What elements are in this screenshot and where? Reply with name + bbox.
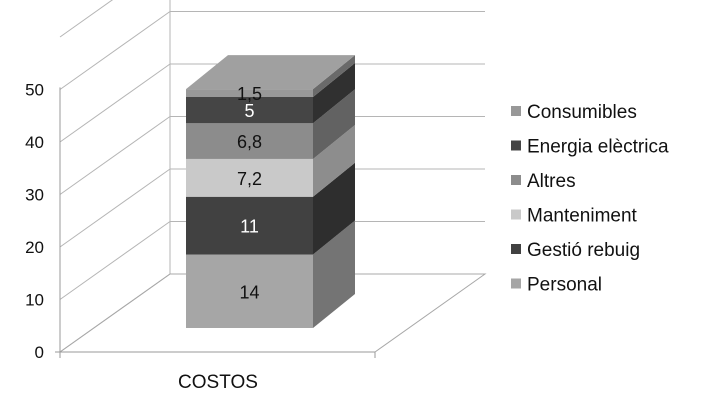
gridline-side bbox=[59, 0, 114, 38]
data-label: 11 bbox=[240, 217, 259, 237]
legend-label: Gestió rebuig bbox=[527, 240, 640, 261]
data-label: 6,8 bbox=[237, 132, 262, 152]
bar-side-face bbox=[313, 55, 355, 97]
bar-segment-energia-el-ctrica: 5 bbox=[186, 63, 355, 124]
legend-item: Consumibles bbox=[511, 102, 637, 123]
legend-swatch bbox=[511, 209, 521, 220]
bar-segment-consumibles: 1,5 bbox=[186, 55, 355, 104]
gridline-side bbox=[59, 63, 171, 143]
bar-front-face bbox=[186, 89, 313, 97]
legend-item: Energia elèctrica bbox=[511, 137, 669, 158]
gridline-side bbox=[59, 221, 171, 300]
legend-swatch bbox=[511, 244, 521, 254]
y-tick-label: 20 bbox=[25, 238, 44, 257]
legend-label: Consumibles bbox=[527, 102, 637, 123]
legend-swatch bbox=[511, 140, 521, 151]
bar-segment-personal: 14 bbox=[186, 220, 355, 328]
legend-swatch bbox=[511, 106, 521, 116]
data-label: 7,2 bbox=[237, 169, 262, 189]
legend: Consumibles Energia elèctrica Altres Manten… bbox=[511, 102, 669, 296]
legend-item: Gestió rebuig bbox=[511, 240, 640, 261]
data-label: 5 bbox=[244, 101, 254, 121]
bar-segment-altres: 6,8 bbox=[186, 89, 355, 159]
gridline-side bbox=[59, 116, 171, 195]
bar-side-face bbox=[313, 162, 355, 255]
x-axis-category-labels: COSTOS bbox=[178, 372, 258, 393]
gridline-side bbox=[59, 11, 171, 90]
bar-front-face bbox=[186, 123, 313, 159]
legend-item: Altres bbox=[511, 171, 576, 192]
bar-front-face bbox=[186, 196, 313, 255]
bar-stack: 14 11 7,2 6,8 51,5 bbox=[186, 55, 355, 328]
gridline-side bbox=[59, 168, 171, 248]
bar-front-face bbox=[186, 158, 313, 197]
legend-label: Manteniment bbox=[527, 206, 638, 227]
bar-segment-manteniment: 7,2 bbox=[186, 124, 355, 197]
bar-side-face bbox=[313, 124, 355, 197]
bar-side-face bbox=[313, 220, 355, 328]
bar-front-face bbox=[186, 254, 313, 328]
y-tick-label: 0 bbox=[35, 343, 44, 362]
bar-side-face bbox=[313, 89, 355, 159]
chart-floor bbox=[55, 273, 487, 358]
y-tick-label: 40 bbox=[25, 133, 44, 152]
legend-label: Personal bbox=[527, 275, 602, 296]
legend-swatch bbox=[511, 278, 521, 289]
y-tick-label: 30 bbox=[25, 186, 44, 205]
data-label: 14 bbox=[239, 282, 259, 302]
bar-front-face bbox=[186, 97, 313, 124]
data-label: 1,5 bbox=[237, 84, 262, 104]
bar-top-face bbox=[186, 55, 355, 90]
bar-side-face bbox=[313, 63, 355, 124]
legend-label: Energia elèctrica bbox=[527, 137, 669, 158]
legend-swatch bbox=[511, 175, 521, 185]
legend-item: Personal bbox=[511, 275, 602, 296]
legend-item: Manteniment bbox=[511, 206, 638, 227]
y-tick-label: 10 bbox=[25, 291, 44, 310]
y-tick-label: 50 bbox=[25, 81, 44, 100]
legend-label: Altres bbox=[527, 171, 576, 192]
x-category-label: COSTOS bbox=[178, 372, 258, 393]
bar-segment-gesti-rebuig: 11 bbox=[186, 162, 355, 255]
y-axis-tick-labels: 0 10 20 30 40 50 bbox=[25, 81, 44, 363]
